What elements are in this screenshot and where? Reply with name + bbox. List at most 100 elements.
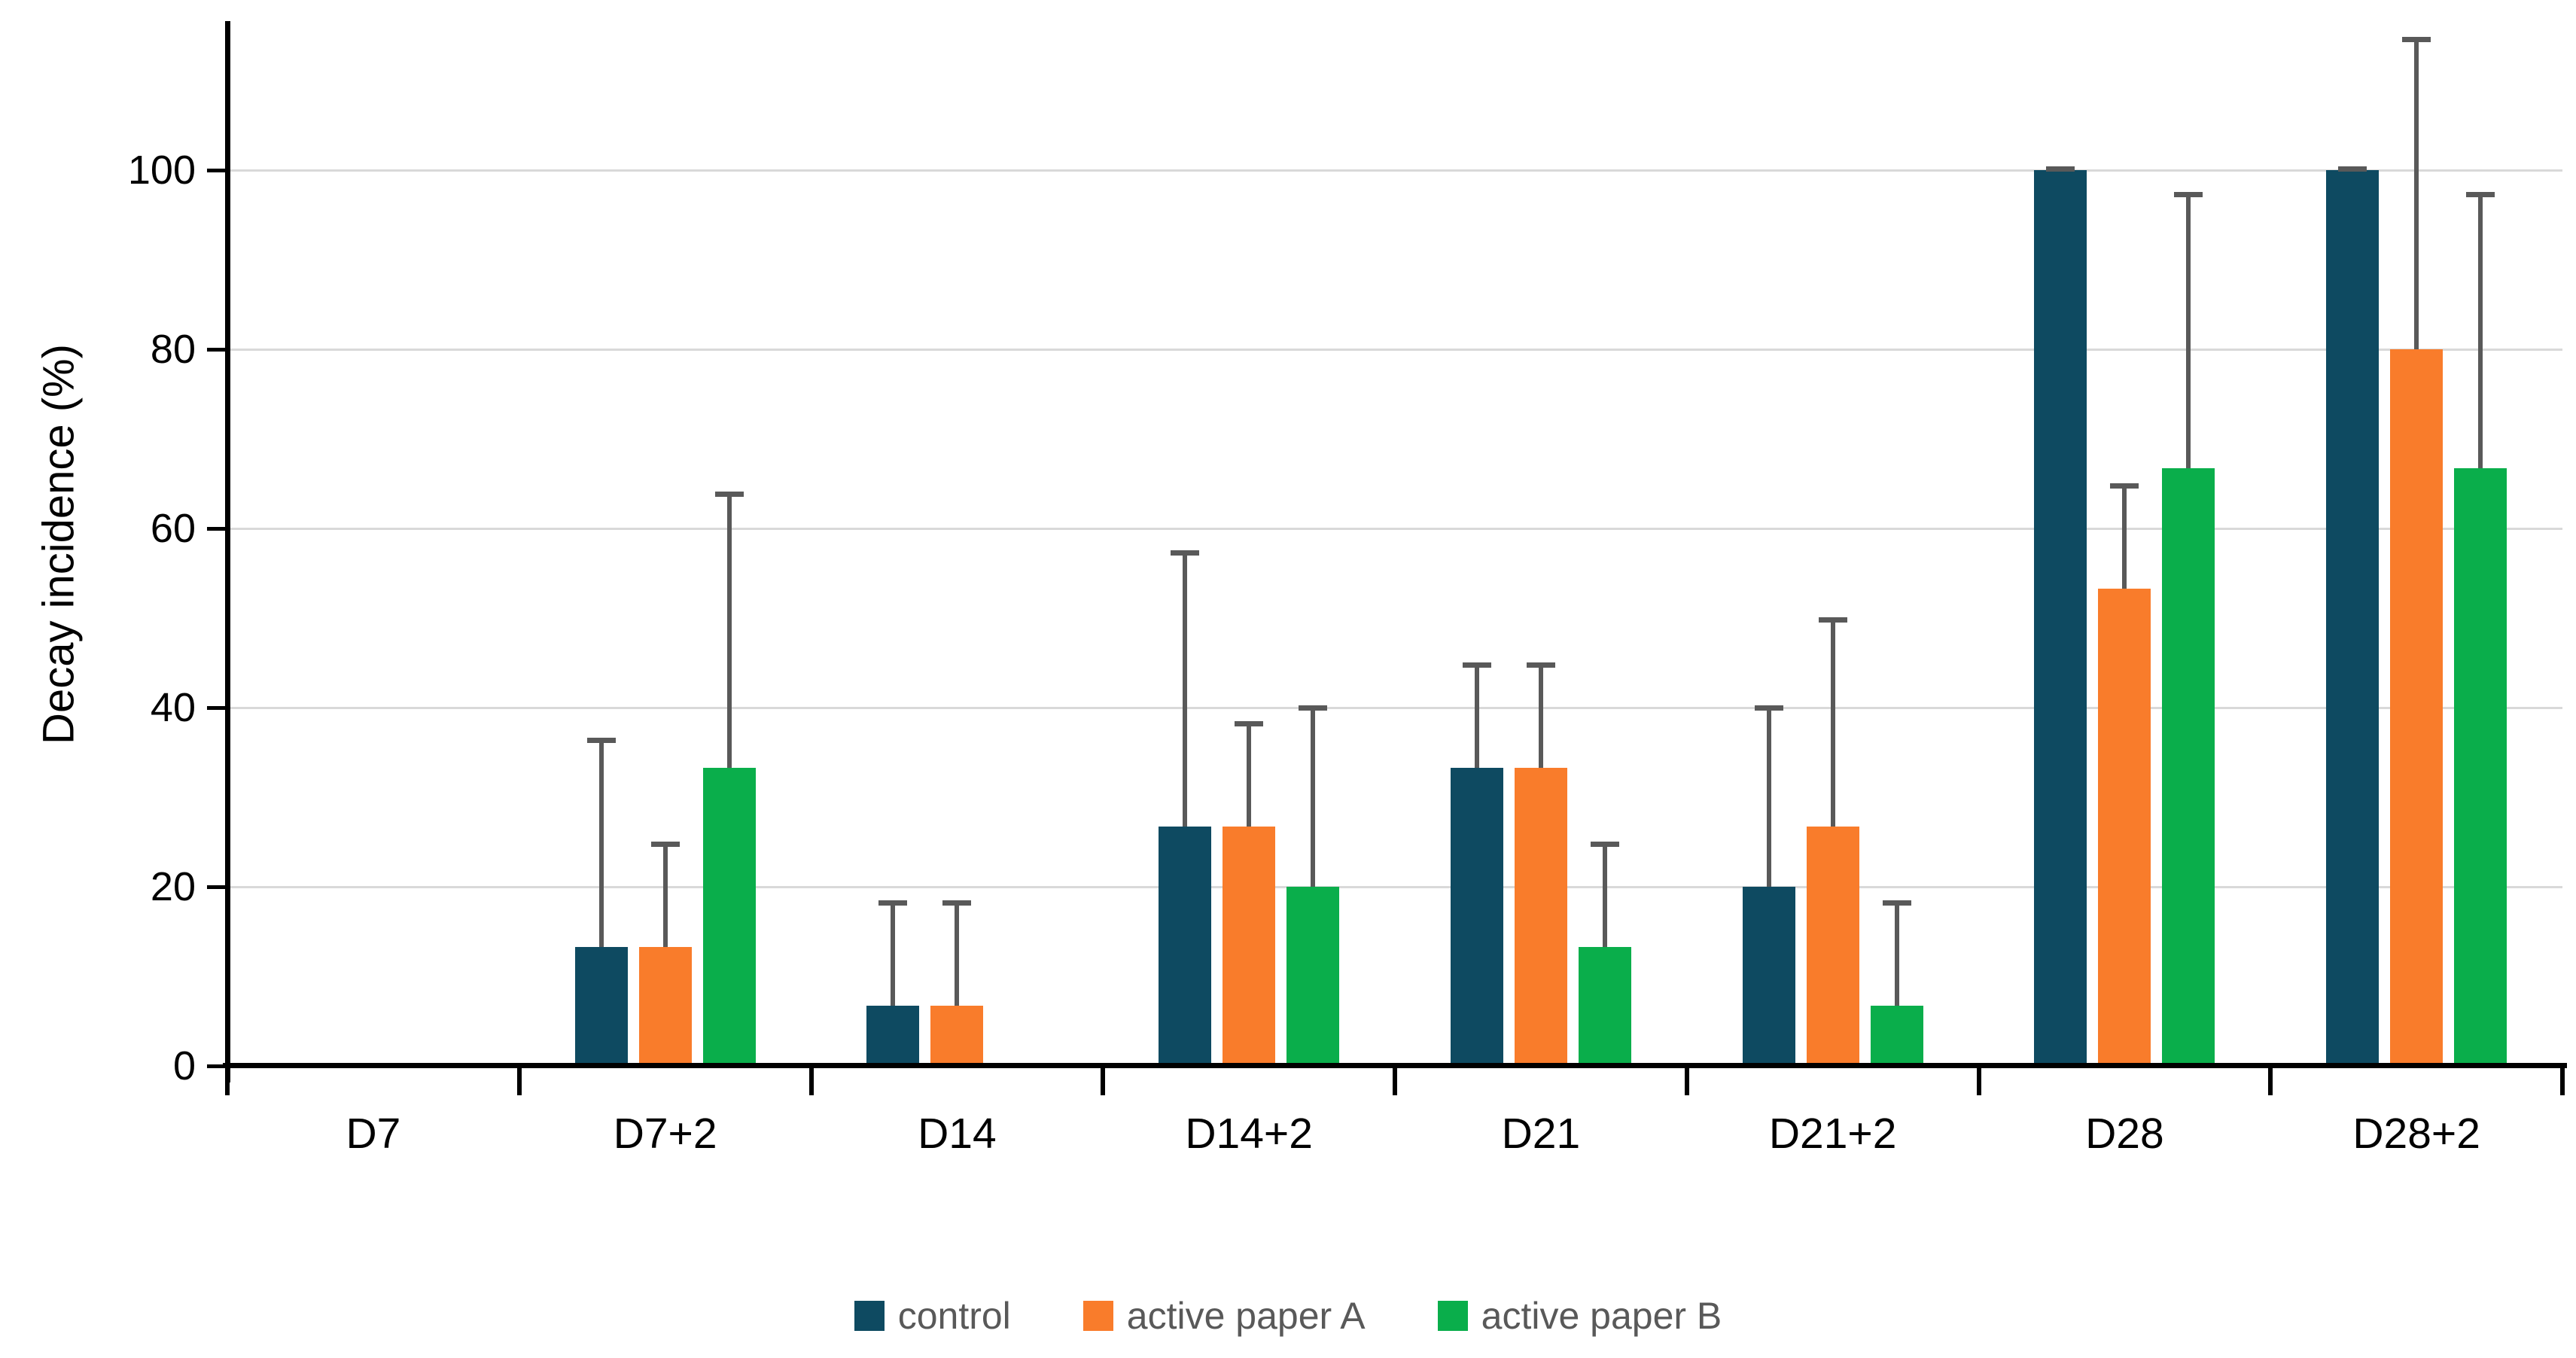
legend-label-active-paper-b: active paper B — [1481, 1295, 1722, 1337]
x-tick-label-D21: D21 — [1501, 1110, 1581, 1158]
legend-swatch-active-paper-b — [1437, 1301, 1468, 1331]
error-line-active-paper-B-D21+2 — [1894, 903, 1899, 1006]
bar-control-D14 — [866, 1006, 920, 1066]
error-line-active-paper-A-D14+2 — [1247, 723, 1252, 827]
error-line-active-paper-B-D7+2 — [726, 493, 732, 768]
y-axis-title: Decay incidence (%) — [34, 344, 84, 744]
bar-control-D28+2 — [2326, 170, 2380, 1066]
error-cap-control-D14 — [878, 900, 908, 906]
x-axis-tick-1 — [516, 1068, 522, 1095]
y-tick-label-100: 100 — [127, 148, 196, 193]
error-cap-active-paper-A-D21+2 — [1818, 617, 1847, 623]
error-cap-control-D14+2 — [1171, 550, 1200, 556]
error-line-active-paper-B-D21 — [1602, 843, 1607, 947]
legend-item-active-paper-b: active paper B — [1437, 1295, 1722, 1337]
x-tick-label-D7+2: D7+2 — [613, 1110, 717, 1158]
bar-active-paper-A-D28 — [2098, 589, 2151, 1066]
legend-swatch-active-paper-a — [1082, 1301, 1113, 1331]
error-line-active-paper-B-D28 — [2186, 194, 2191, 469]
y-axis-line — [225, 21, 230, 1082]
error-cap-active-paper-B-D7+2 — [714, 491, 744, 497]
x-axis-tick-7 — [2268, 1068, 2273, 1095]
x-tick-label-D7: D7 — [346, 1110, 401, 1158]
error-line-active-paper-A-D28 — [2122, 485, 2127, 589]
gridline-60 — [227, 528, 2562, 530]
x-axis-tick-8 — [2560, 1068, 2565, 1095]
error-cap-active-paper-A-D14+2 — [1235, 721, 1264, 727]
bar-active-paper-B-D14+2 — [1286, 887, 1340, 1066]
x-tick-label-D28: D28 — [2085, 1110, 2164, 1158]
y-axis-tick-100 — [207, 169, 225, 172]
error-cap-active-paper-A-D7+2 — [650, 841, 680, 847]
x-axis-tick-6 — [1976, 1068, 1981, 1095]
error-cap-control-D21 — [1462, 662, 1491, 668]
bar-active-paper-A-D21 — [1514, 768, 1567, 1066]
error-cap-active-paper-B-D21+2 — [1882, 900, 1911, 906]
error-cap-control-D7+2 — [586, 737, 616, 743]
y-tick-label-20: 20 — [150, 864, 196, 909]
error-cap-active-paper-A-D28+2 — [2402, 37, 2431, 43]
error-cap-active-paper-B-D28 — [2174, 192, 2203, 198]
error-line-control-D21 — [1474, 664, 1479, 768]
legend-label-control: control — [897, 1295, 1011, 1337]
bar-control-D21 — [1450, 768, 1503, 1066]
error-cap-active-paper-B-D21 — [1590, 841, 1619, 847]
y-tick-label-80: 80 — [150, 327, 196, 372]
legend-item-control: control — [854, 1297, 1011, 1335]
error-line-active-paper-B-D28+2 — [2478, 194, 2483, 469]
y-axis-tick-60 — [207, 527, 225, 531]
bar-active-paper-B-D21+2 — [1870, 1006, 1923, 1066]
gridline-80 — [227, 349, 2562, 351]
error-line-active-paper-A-D14 — [955, 903, 960, 1006]
x-tick-label-D21+2: D21+2 — [1768, 1110, 1897, 1158]
legend: control active paper A active paper B — [0, 1292, 2576, 1340]
bar-active-paper-B-D28 — [2162, 468, 2215, 1066]
bar-active-paper-B-D28+2 — [2454, 468, 2507, 1066]
x-tick-label-D28+2: D28+2 — [2352, 1110, 2480, 1158]
bar-control-D21+2 — [1742, 887, 1795, 1066]
error-line-active-paper-A-D7+2 — [662, 843, 668, 947]
bar-active-paper-A-D21+2 — [1806, 827, 1859, 1066]
bar-active-paper-A-D14+2 — [1223, 827, 1276, 1066]
bar-active-paper-A-D14 — [930, 1006, 984, 1066]
error-line-active-paper-A-D21+2 — [1830, 620, 1835, 827]
y-axis-tick-40 — [207, 706, 225, 710]
y-axis-tick-0 — [207, 1064, 225, 1068]
gridline-100 — [227, 169, 2562, 172]
error-cap-active-paper-B-D28+2 — [2466, 192, 2495, 198]
error-cap-control-D28 — [2046, 166, 2075, 172]
error-cap-active-paper-A-D14 — [942, 900, 972, 906]
error-line-active-paper-B-D14+2 — [1311, 708, 1316, 887]
y-axis-tick-80 — [207, 348, 225, 352]
bar-control-D7+2 — [574, 947, 628, 1066]
error-line-control-D14+2 — [1183, 553, 1188, 827]
error-cap-control-D21+2 — [1754, 705, 1783, 711]
bar-control-D14+2 — [1159, 827, 1212, 1066]
y-axis-tick-20 — [207, 885, 225, 889]
error-line-active-paper-A-D21 — [1538, 664, 1543, 768]
gridline-40 — [227, 707, 2562, 709]
x-axis-tick-4 — [1393, 1068, 1397, 1095]
error-line-active-paper-A-D28+2 — [2414, 39, 2419, 349]
legend-swatch-control — [854, 1301, 885, 1331]
legend-item-active-paper-a: active paper A — [1082, 1295, 1366, 1337]
error-line-control-D14 — [891, 903, 896, 1006]
gridline-20 — [227, 886, 2562, 888]
y-tick-label-60: 60 — [150, 506, 196, 551]
x-tick-label-D14: D14 — [918, 1110, 997, 1158]
x-axis-tick-5 — [1684, 1068, 1689, 1095]
legend-label-active-paper-a: active paper A — [1126, 1295, 1366, 1337]
y-tick-label-0: 0 — [172, 1043, 196, 1089]
bar-active-paper-B-D7+2 — [702, 768, 756, 1066]
error-cap-active-paper-A-D21 — [1526, 662, 1555, 668]
bar-active-paper-B-D21 — [1578, 947, 1631, 1066]
x-axis-tick-0 — [225, 1068, 230, 1095]
bar-active-paper-A-D28+2 — [2390, 349, 2444, 1066]
x-axis-line — [223, 1063, 2567, 1068]
bar-active-paper-A-D7+2 — [638, 947, 692, 1066]
error-line-control-D7+2 — [598, 739, 604, 947]
x-axis-tick-3 — [1101, 1068, 1106, 1095]
x-axis-tick-2 — [808, 1068, 814, 1095]
error-cap-active-paper-B-D14+2 — [1299, 705, 1328, 711]
